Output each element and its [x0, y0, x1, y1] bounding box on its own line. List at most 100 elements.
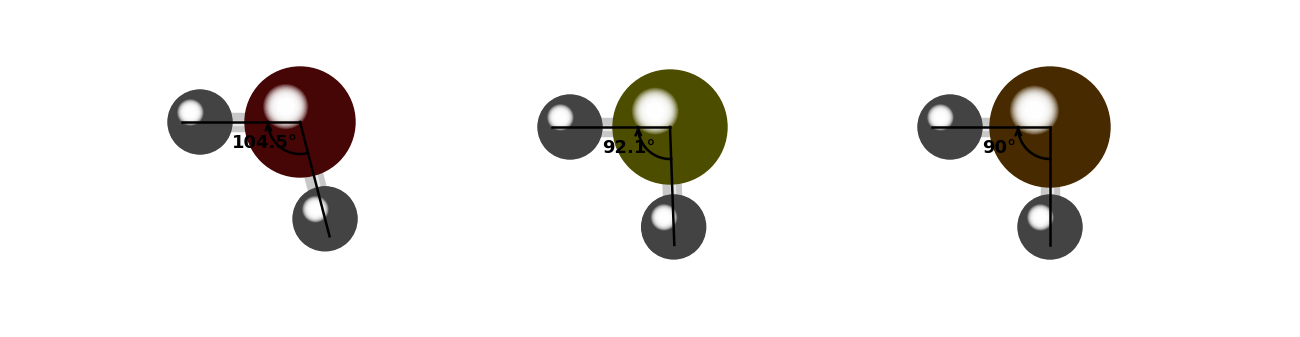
Circle shape — [933, 111, 966, 144]
Circle shape — [317, 211, 333, 226]
Circle shape — [1045, 223, 1054, 231]
Circle shape — [928, 105, 972, 149]
Circle shape — [311, 204, 321, 215]
Circle shape — [630, 88, 709, 166]
Circle shape — [1030, 207, 1052, 228]
Circle shape — [1030, 206, 1071, 248]
Circle shape — [1011, 88, 1057, 133]
Circle shape — [672, 225, 676, 229]
Circle shape — [185, 106, 196, 118]
Circle shape — [649, 105, 662, 117]
Circle shape — [562, 119, 578, 135]
Circle shape — [1039, 216, 1061, 238]
Circle shape — [922, 98, 979, 156]
Circle shape — [640, 97, 701, 157]
Circle shape — [298, 191, 352, 247]
Circle shape — [640, 95, 671, 127]
Circle shape — [181, 103, 220, 141]
Circle shape — [183, 105, 217, 139]
Circle shape — [633, 90, 677, 132]
Circle shape — [264, 85, 308, 128]
Circle shape — [1037, 115, 1062, 139]
Circle shape — [312, 205, 320, 213]
Circle shape — [558, 114, 582, 140]
Circle shape — [186, 108, 214, 136]
Circle shape — [295, 117, 304, 127]
Circle shape — [280, 101, 321, 143]
Circle shape — [930, 107, 970, 147]
Circle shape — [922, 99, 979, 155]
Circle shape — [299, 193, 351, 245]
Circle shape — [255, 76, 346, 168]
Circle shape — [191, 114, 208, 130]
Circle shape — [273, 94, 328, 150]
Circle shape — [321, 215, 329, 222]
Circle shape — [644, 99, 667, 123]
Circle shape — [312, 206, 338, 232]
Circle shape — [1043, 220, 1057, 234]
Circle shape — [936, 113, 944, 121]
Circle shape — [277, 97, 295, 116]
Circle shape — [666, 123, 673, 131]
Circle shape — [641, 97, 699, 156]
Circle shape — [935, 112, 946, 123]
Circle shape — [1024, 101, 1076, 153]
Circle shape — [554, 111, 586, 143]
Circle shape — [558, 115, 582, 139]
Circle shape — [944, 121, 956, 133]
Circle shape — [931, 108, 970, 146]
Circle shape — [656, 210, 690, 243]
Circle shape — [919, 96, 982, 158]
Circle shape — [1030, 107, 1070, 147]
Circle shape — [552, 110, 588, 145]
Circle shape — [933, 111, 948, 124]
Circle shape — [179, 102, 202, 123]
Circle shape — [1018, 195, 1082, 259]
Circle shape — [930, 106, 952, 129]
Circle shape — [1030, 207, 1070, 247]
Circle shape — [653, 110, 688, 144]
Circle shape — [1040, 117, 1059, 137]
Circle shape — [542, 99, 598, 155]
Circle shape — [313, 207, 337, 231]
Circle shape — [1030, 206, 1052, 229]
Circle shape — [552, 110, 588, 144]
Circle shape — [1026, 103, 1074, 151]
Circle shape — [1036, 213, 1065, 241]
Circle shape — [1004, 81, 1096, 173]
Circle shape — [658, 211, 670, 223]
Circle shape — [991, 68, 1109, 186]
Circle shape — [649, 202, 698, 252]
Circle shape — [645, 199, 702, 255]
Circle shape — [936, 113, 945, 122]
Circle shape — [936, 113, 965, 142]
Circle shape — [937, 115, 942, 120]
Circle shape — [309, 203, 341, 235]
Circle shape — [292, 187, 358, 251]
Circle shape — [656, 210, 690, 244]
Circle shape — [549, 106, 590, 148]
Circle shape — [646, 101, 664, 121]
Circle shape — [199, 120, 202, 124]
Circle shape — [1046, 123, 1054, 131]
Circle shape — [307, 200, 343, 238]
Circle shape — [559, 116, 581, 138]
Circle shape — [268, 89, 303, 124]
Circle shape — [1032, 209, 1069, 245]
Circle shape — [1039, 116, 1061, 138]
Circle shape — [647, 200, 701, 254]
Circle shape — [196, 118, 204, 126]
Circle shape — [927, 103, 974, 150]
Circle shape — [302, 195, 348, 242]
Circle shape — [671, 224, 676, 229]
Circle shape — [1037, 214, 1044, 221]
Circle shape — [1049, 226, 1052, 228]
Circle shape — [1043, 219, 1058, 235]
Circle shape — [251, 73, 348, 171]
Circle shape — [567, 123, 573, 131]
Circle shape — [940, 117, 961, 137]
Circle shape — [295, 189, 355, 248]
Circle shape — [671, 224, 677, 230]
Circle shape — [185, 107, 215, 137]
Circle shape — [919, 97, 980, 157]
